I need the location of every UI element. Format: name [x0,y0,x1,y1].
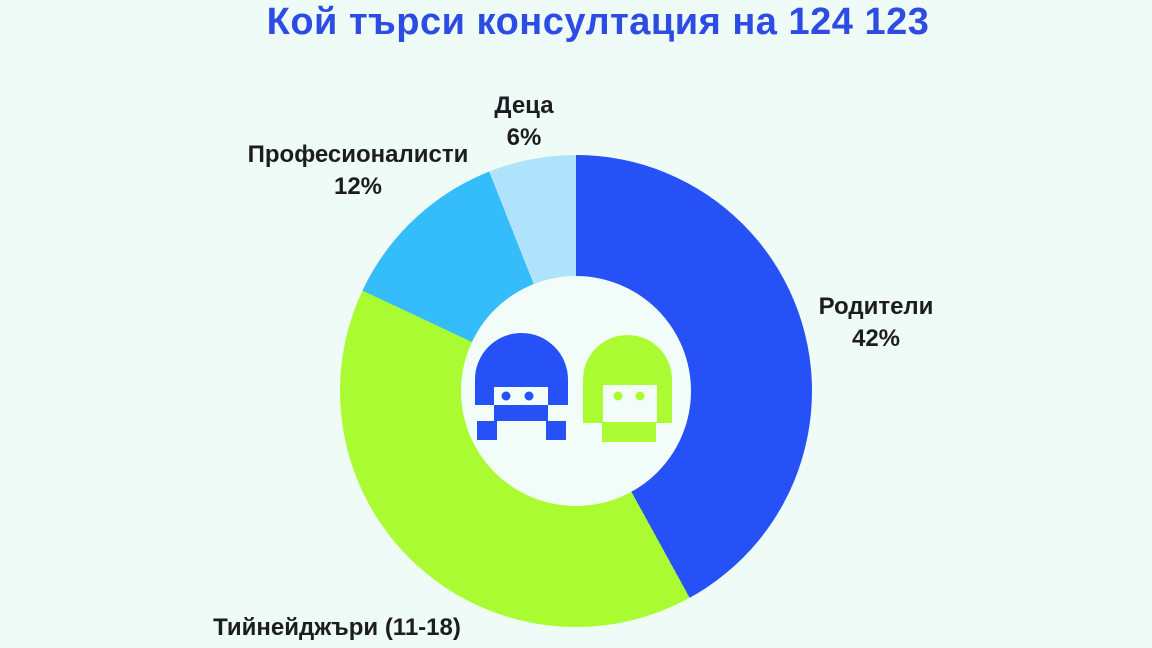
slice-percentage: 12% [333,173,383,200]
slice-name: Деца [494,92,554,119]
person-green-icon [583,335,672,442]
page-title: Кой търси консултация на 124 123 [266,1,930,43]
slice-label-parents: Родители 42% [819,291,934,355]
slice-name: Тийнейджъри (11-18) [213,614,461,641]
slice-label-teenagers: Тийнейджъри (11-18) [213,612,461,644]
slice-name: Професионалисти [247,141,469,168]
slice-name: Родители [818,293,934,320]
person-blue-icon [475,333,568,440]
slice-label-children: Деца 6% [494,90,553,154]
donut-chart [340,155,812,627]
slice-label-professionals: Професионалисти 12% [248,139,469,203]
slice-percentage: 6% [506,124,542,151]
slice-percentage: 42% [851,325,901,352]
